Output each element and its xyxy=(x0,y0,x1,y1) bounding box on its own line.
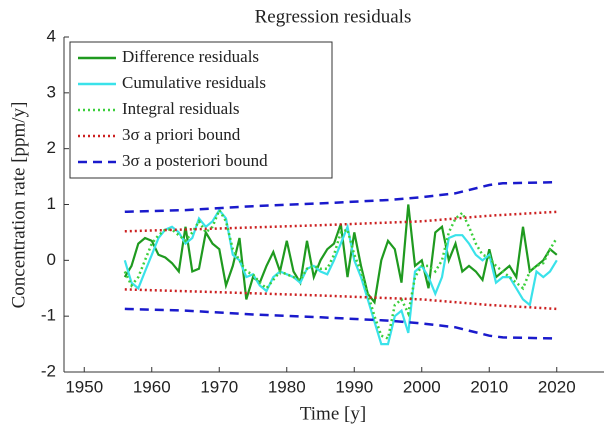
series-line xyxy=(123,204,558,305)
series-line xyxy=(124,180,557,214)
legend-label: Difference residuals xyxy=(122,47,259,66)
y-axis-label: Concentration rate [ppm/y] xyxy=(8,102,29,309)
y-tick-label: 2 xyxy=(47,138,56,157)
x-tick-label: 1970 xyxy=(200,377,238,396)
legend-label: 3σ a posteriori bound xyxy=(122,151,268,170)
x-tick-label: 2000 xyxy=(403,377,441,396)
y-tick-label: 1 xyxy=(47,194,56,213)
x-tick-label: 2010 xyxy=(470,377,508,396)
legend-label: 3σ a priori bound xyxy=(122,125,241,144)
x-tick-label: 1960 xyxy=(133,377,171,396)
chart-title: Regression residuals xyxy=(255,6,412,27)
x-tick-label: 1950 xyxy=(65,377,103,396)
y-tick-label: 4 xyxy=(47,26,56,45)
series-line xyxy=(124,210,557,233)
y-tick-label: 0 xyxy=(47,250,56,269)
series-line-lower xyxy=(124,288,557,311)
y-tick-label: -2 xyxy=(41,361,56,380)
x-tick-label: 2020 xyxy=(538,377,576,396)
y-tick-label: 3 xyxy=(47,82,56,101)
legend-label: Integral residuals xyxy=(122,99,240,118)
x-tick-label: 1980 xyxy=(268,377,306,396)
x-tick-label: 1990 xyxy=(335,377,373,396)
legend-label: Cumulative residuals xyxy=(122,73,266,92)
y-tick-label: -1 xyxy=(41,306,56,325)
series-line-lower xyxy=(124,307,557,340)
series-line xyxy=(123,207,558,341)
x-axis-label: Time [y] xyxy=(300,403,366,424)
